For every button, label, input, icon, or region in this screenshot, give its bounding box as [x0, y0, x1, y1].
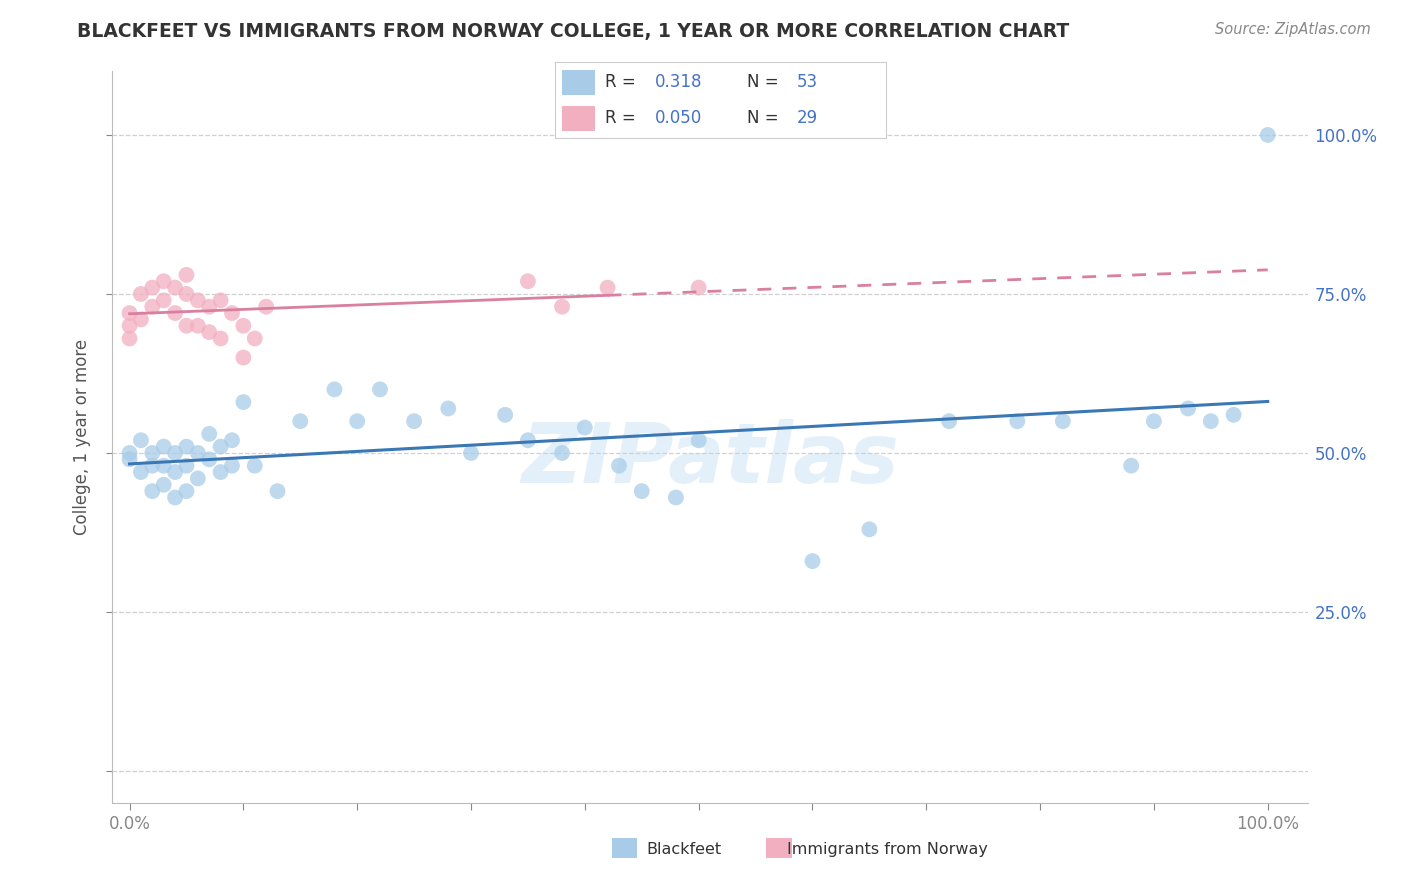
Point [198, 452, 221, 467]
Point [165, 280, 187, 294]
Point [152, 458, 174, 473]
Point [596, 280, 619, 294]
Point [187, 471, 209, 485]
Text: R =: R = [605, 109, 641, 127]
Point [243, 331, 266, 345]
Point [176, 440, 198, 454]
Point [254, 300, 277, 314]
Point [209, 440, 232, 454]
Point [141, 484, 163, 499]
Point [165, 446, 187, 460]
Text: N =: N = [747, 109, 785, 127]
Point [1199, 414, 1222, 428]
Point [176, 268, 198, 282]
Point [437, 401, 460, 416]
Point [118, 331, 141, 345]
Text: N =: N = [747, 73, 785, 91]
Point [221, 458, 243, 473]
Point [290, 414, 312, 428]
Point [187, 318, 209, 333]
Point [176, 484, 198, 499]
Point [152, 477, 174, 491]
Point [165, 465, 187, 479]
Point [152, 293, 174, 308]
Point [141, 300, 163, 314]
Point [141, 458, 163, 473]
Point [176, 318, 198, 333]
Text: Blackfeet: Blackfeet [647, 842, 721, 856]
Point [176, 458, 198, 473]
Text: ZIPatlas: ZIPatlas [522, 418, 898, 500]
Point [129, 434, 152, 448]
Bar [562, 70, 595, 95]
Text: 0.050: 0.050 [654, 109, 702, 127]
Point [129, 287, 152, 301]
Point [574, 420, 596, 434]
Point [665, 491, 688, 505]
Point [209, 293, 232, 308]
Y-axis label: College, 1 year or more: College, 1 year or more [73, 339, 91, 535]
Point [1257, 128, 1279, 142]
Point [460, 446, 482, 460]
Text: Immigrants from Norway: Immigrants from Norway [787, 842, 988, 856]
Text: 0.318: 0.318 [654, 73, 702, 91]
Point [165, 306, 187, 320]
Point [232, 351, 254, 365]
Point [118, 318, 141, 333]
Point [243, 458, 266, 473]
Point [209, 465, 232, 479]
Point [198, 426, 221, 441]
Point [232, 318, 254, 333]
Point [630, 484, 652, 499]
Point [1177, 401, 1199, 416]
Text: R =: R = [605, 73, 641, 91]
Bar [562, 105, 595, 130]
Point [232, 395, 254, 409]
Point [1143, 414, 1166, 428]
Point [165, 491, 187, 505]
Point [129, 465, 152, 479]
Point [266, 484, 288, 499]
Point [346, 414, 368, 428]
Point [607, 458, 630, 473]
Point [221, 306, 243, 320]
Point [688, 280, 710, 294]
Point [368, 383, 391, 397]
Point [551, 446, 574, 460]
Point [118, 446, 141, 460]
Text: Source: ZipAtlas.com: Source: ZipAtlas.com [1215, 22, 1371, 37]
Point [1052, 414, 1074, 428]
Point [801, 554, 824, 568]
Text: 53: 53 [797, 73, 818, 91]
Point [516, 274, 538, 288]
Point [141, 446, 163, 460]
Point [1007, 414, 1029, 428]
Point [118, 306, 141, 320]
Point [118, 452, 141, 467]
Point [152, 440, 174, 454]
Point [494, 408, 516, 422]
Point [1121, 458, 1143, 473]
Point [404, 414, 426, 428]
Point [129, 312, 152, 326]
Point [938, 414, 960, 428]
Text: BLACKFEET VS IMMIGRANTS FROM NORWAY COLLEGE, 1 YEAR OR MORE CORRELATION CHART: BLACKFEET VS IMMIGRANTS FROM NORWAY COLL… [77, 22, 1070, 41]
Point [551, 300, 574, 314]
Point [198, 325, 221, 339]
Point [152, 274, 174, 288]
Point [858, 522, 880, 536]
Point [221, 434, 243, 448]
Text: 29: 29 [797, 109, 818, 127]
Point [1222, 408, 1244, 422]
Point [187, 293, 209, 308]
Point [141, 280, 163, 294]
Point [187, 446, 209, 460]
Point [176, 287, 198, 301]
Point [209, 331, 232, 345]
Point [198, 300, 221, 314]
Point [688, 434, 710, 448]
Point [323, 383, 346, 397]
Point [516, 434, 538, 448]
